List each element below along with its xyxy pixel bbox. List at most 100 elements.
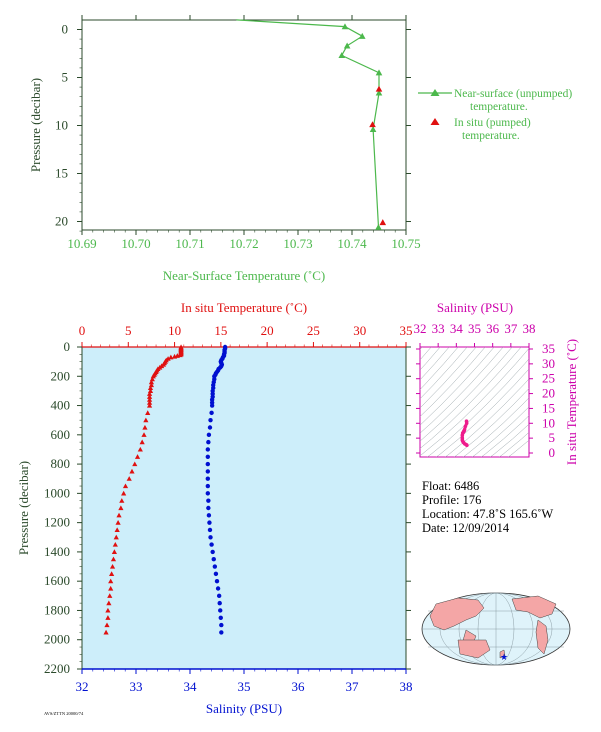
salinity-axis-tick-label: 32 bbox=[76, 679, 89, 694]
temperature-point bbox=[129, 468, 135, 474]
legend-marker-unpumped bbox=[430, 89, 440, 96]
ts-density-contour bbox=[426, 358, 529, 457]
profile-y-axis-label: Pressure (decibar) bbox=[16, 461, 31, 555]
temperature-point bbox=[108, 578, 114, 584]
footer-code: AVS/ZTTN 20000/74 bbox=[44, 711, 84, 716]
ts-point bbox=[463, 424, 468, 429]
ts-density-contour bbox=[507, 439, 529, 457]
temperature-point bbox=[142, 424, 148, 430]
legend-label-pumped-2: temperature. bbox=[462, 130, 520, 142]
near-surface-x-tick-label: 10.75 bbox=[391, 236, 420, 251]
temperature-point bbox=[134, 454, 141, 459]
near-surface-unpumped-point bbox=[375, 223, 382, 230]
ts-density-contour bbox=[420, 347, 477, 409]
temperature-point bbox=[116, 512, 122, 518]
temperature-point bbox=[141, 432, 147, 437]
temperature-point bbox=[122, 483, 129, 489]
salinity-point bbox=[208, 535, 213, 540]
pressure-axis-tick-label: 1200 bbox=[44, 515, 70, 530]
temperature-point bbox=[146, 400, 153, 405]
temperature-point bbox=[110, 556, 117, 562]
temperature-point bbox=[118, 505, 124, 511]
temperature-profile-series bbox=[103, 344, 184, 635]
temperature-point bbox=[104, 622, 110, 628]
pressure-axis-tick-label: 800 bbox=[51, 456, 71, 471]
ts-density-contour bbox=[498, 432, 529, 457]
map-land bbox=[429, 595, 557, 659]
salinity-point bbox=[206, 439, 211, 445]
temperature-point bbox=[108, 585, 114, 591]
ts-x-tick-label: 36 bbox=[486, 321, 500, 336]
salinity-point bbox=[209, 403, 215, 408]
ts-density-contour bbox=[444, 378, 529, 457]
legend-label-unpumped-1: Near-surface (unpumped) bbox=[454, 88, 572, 100]
near-surface-y-tick-label: 10 bbox=[55, 118, 68, 133]
legend-label-pumped-1: In situ (pumped) bbox=[454, 117, 531, 129]
near-surface-legend: Near-surface (unpumped) temperature. In … bbox=[418, 88, 572, 142]
ts-x-tick-label: 38 bbox=[523, 321, 536, 336]
near-surface-y-tick-label: 5 bbox=[62, 70, 69, 85]
ts-density-contour bbox=[453, 388, 529, 457]
salinity-axis-tick-label: 35 bbox=[238, 679, 251, 694]
temperature-point bbox=[126, 476, 132, 481]
salinity-point bbox=[219, 622, 224, 628]
temperature-point bbox=[147, 385, 154, 391]
ts-point bbox=[464, 421, 469, 426]
salinity-point bbox=[206, 505, 211, 511]
profile-number: Profile: 176 bbox=[422, 493, 481, 507]
ts-density-contour bbox=[489, 423, 529, 457]
ts-point bbox=[465, 443, 469, 448]
profile-ticks: 0 5 10 15 20 25 30 35 32 33 34 35 36 37 38 0 200 400 600 80… bbox=[44, 323, 413, 694]
salinity-point bbox=[216, 593, 222, 599]
temperature-point bbox=[145, 410, 151, 415]
salinity-point bbox=[207, 425, 213, 430]
temperature-point bbox=[107, 593, 113, 598]
salinity-axis-tick-label: 36 bbox=[292, 679, 306, 694]
ts-x-tick-label: 34 bbox=[450, 321, 464, 336]
ts-right-axis-label: In situ Temperature (˚C) bbox=[564, 339, 579, 465]
salinity-axis-tick-label: 34 bbox=[184, 679, 198, 694]
salinity-point bbox=[214, 578, 220, 584]
salinity-point bbox=[206, 498, 211, 503]
temperature-point bbox=[148, 382, 155, 388]
ts-plot-area bbox=[419, 346, 530, 458]
ts-density-contour bbox=[420, 347, 504, 434]
pressure-axis-tick-label: 200 bbox=[51, 368, 71, 383]
salinity-point bbox=[213, 571, 219, 577]
profile-bottom-axis-label: Salinity (PSU) bbox=[206, 701, 282, 716]
temperature-axis-tick-label: 35 bbox=[400, 323, 413, 338]
ts-y-tick-label: 20 bbox=[542, 386, 555, 401]
near-surface-y-tick-label: 0 bbox=[62, 22, 69, 37]
temperature-point bbox=[146, 394, 153, 399]
near-surface-unpumped-point bbox=[375, 89, 383, 96]
temperature-point bbox=[109, 571, 115, 576]
ts-top-axis-label: Salinity (PSU) bbox=[437, 300, 513, 315]
near-surface-ticks: 10.69 10.70 10.71 10.72 10.73 10.74 10.75 0 5 10 1… bbox=[55, 15, 421, 251]
temperature-point bbox=[143, 417, 149, 423]
temperature-point bbox=[148, 379, 155, 385]
near-surface-x-tick-label: 10.74 bbox=[337, 236, 367, 251]
temperature-axis-tick-label: 30 bbox=[353, 323, 366, 338]
temperature-point bbox=[113, 534, 119, 540]
salinity-point bbox=[206, 432, 212, 438]
temperature-axis-tick-label: 5 bbox=[125, 323, 132, 338]
temperature-point bbox=[105, 607, 111, 613]
ts-density-contours bbox=[420, 347, 529, 457]
ts-y-tick-label: 35 bbox=[542, 341, 555, 356]
salinity-axis-tick-label: 37 bbox=[346, 679, 360, 694]
ts-density-contour bbox=[462, 397, 529, 457]
near-surface-chart: 10.69 10.70 10.71 10.72 10.73 10.74 10.75 0 5 10 1… bbox=[28, 15, 572, 283]
temperature-point bbox=[149, 376, 155, 382]
near-surface-x-tick-label: 10.71 bbox=[175, 236, 204, 251]
salinity-point bbox=[205, 469, 211, 474]
near-surface-pumped-point bbox=[375, 85, 383, 92]
pressure-axis-tick-label: 1800 bbox=[44, 602, 70, 617]
ts-x-tick-label: 35 bbox=[468, 321, 481, 336]
temperature-point bbox=[146, 391, 153, 396]
salinity-point bbox=[212, 564, 218, 569]
near-surface-unpumped-point bbox=[369, 126, 377, 132]
salinity-point bbox=[211, 557, 216, 562]
profile-date: Date: 12/09/2014 bbox=[422, 521, 510, 535]
near-surface-plot-frame bbox=[81, 19, 407, 231]
ts-y-tick-label: 25 bbox=[542, 371, 555, 386]
